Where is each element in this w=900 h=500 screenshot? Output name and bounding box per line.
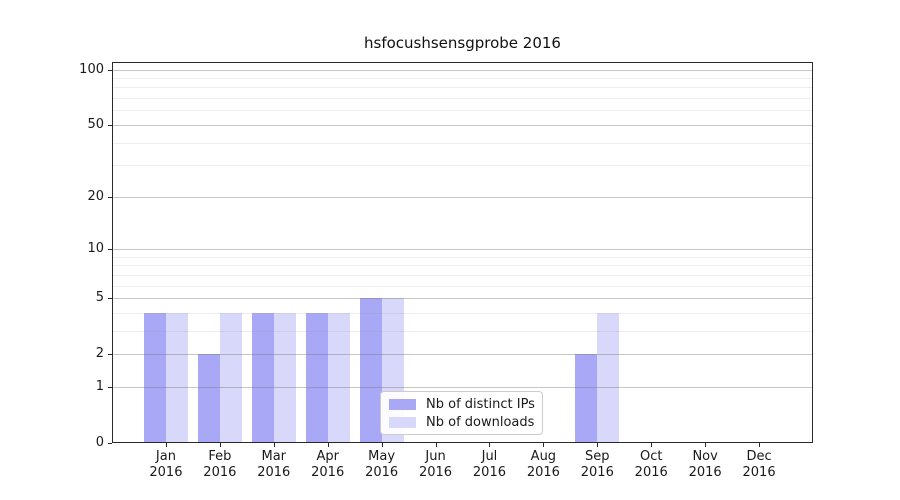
y-tick-label: 2 — [95, 346, 104, 362]
x-tick-mark — [597, 443, 599, 447]
x-tick-mark — [381, 443, 383, 447]
y-tick-mark — [108, 443, 112, 444]
x-tick-label: Jun 2016 — [418, 449, 453, 480]
y-tick-label: 50 — [87, 116, 104, 132]
x-tick-mark — [435, 443, 437, 447]
x-tick-mark — [543, 443, 545, 447]
x-tick-mark — [219, 443, 221, 447]
legend-label: Nb of distinct IPs — [426, 396, 535, 412]
x-tick-mark — [327, 443, 329, 447]
legend-item-downloads: Nb of downloads — [389, 415, 534, 430]
x-tick-label: Oct 2016 — [634, 449, 668, 480]
x-tick-mark — [705, 443, 707, 447]
chart-title: hsfocushsensgprobe 2016 — [364, 34, 561, 52]
x-tick-mark — [165, 443, 167, 447]
x-tick-mark — [651, 443, 653, 447]
x-tick-label: Mar 2016 — [257, 449, 291, 480]
legend-swatch-downloads — [389, 416, 416, 428]
x-tick-label: Nov 2016 — [688, 449, 722, 480]
x-tick-mark — [489, 443, 491, 447]
x-tick-label: Feb 2016 — [203, 449, 237, 480]
x-tick-label: Jul 2016 — [472, 449, 506, 480]
y-tick-label: 5 — [95, 290, 104, 306]
y-tick-label: 20 — [87, 188, 104, 204]
x-tick-label: Apr 2016 — [311, 449, 345, 480]
y-tick-label: 10 — [87, 241, 104, 256]
legend: Nb of distinct IPs Nb of downloads — [380, 391, 543, 435]
x-tick-mark — [273, 443, 275, 447]
x-tick-label: Aug 2016 — [526, 449, 560, 480]
x-tick-label: Sep 2016 — [580, 449, 614, 480]
y-tick-label: 100 — [79, 61, 104, 77]
x-tick-label: Dec 2016 — [742, 449, 776, 480]
plot-area — [112, 62, 813, 443]
legend-item-distinct-ips: Nb of distinct IPs — [389, 396, 535, 412]
y-tick-label: 1 — [95, 378, 104, 394]
y-tick-label: 0 — [95, 435, 104, 450]
x-tick-mark — [759, 443, 761, 447]
legend-swatch-distinct-ips — [389, 398, 416, 410]
x-tick-label: Jan 2016 — [149, 449, 183, 480]
legend-label: Nb of downloads — [426, 414, 535, 430]
x-tick-label: May 2016 — [365, 449, 399, 480]
